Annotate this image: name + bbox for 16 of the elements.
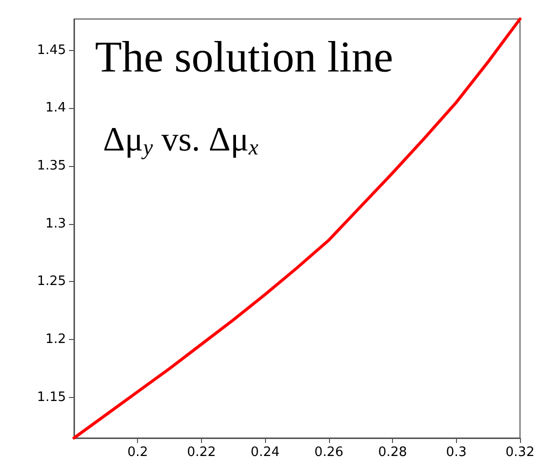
y-tick-label: 1.45 bbox=[37, 42, 66, 58]
x-tick-label: 0.28 bbox=[378, 445, 408, 460]
y-tick-label: 1.35 bbox=[37, 158, 66, 174]
x-tick-label: 0.22 bbox=[186, 445, 216, 460]
chart-title: The solution line bbox=[95, 32, 394, 82]
y-tick-label: 1.4 bbox=[45, 100, 66, 116]
line-series bbox=[72, 18, 522, 440]
y-tick-label: 1.25 bbox=[37, 274, 66, 290]
x-tick-label: 0.26 bbox=[314, 445, 344, 460]
x-tick-label: 0.2 bbox=[127, 445, 148, 460]
x-tick-label: 0.32 bbox=[506, 445, 534, 460]
x-tick-label: 0.3 bbox=[446, 445, 467, 460]
y-tick-label: 1.3 bbox=[45, 216, 66, 232]
x-tick-label: 0.24 bbox=[250, 445, 280, 460]
y-tick-label: 1.2 bbox=[45, 332, 66, 348]
y-tick-label: 1.15 bbox=[37, 390, 66, 405]
